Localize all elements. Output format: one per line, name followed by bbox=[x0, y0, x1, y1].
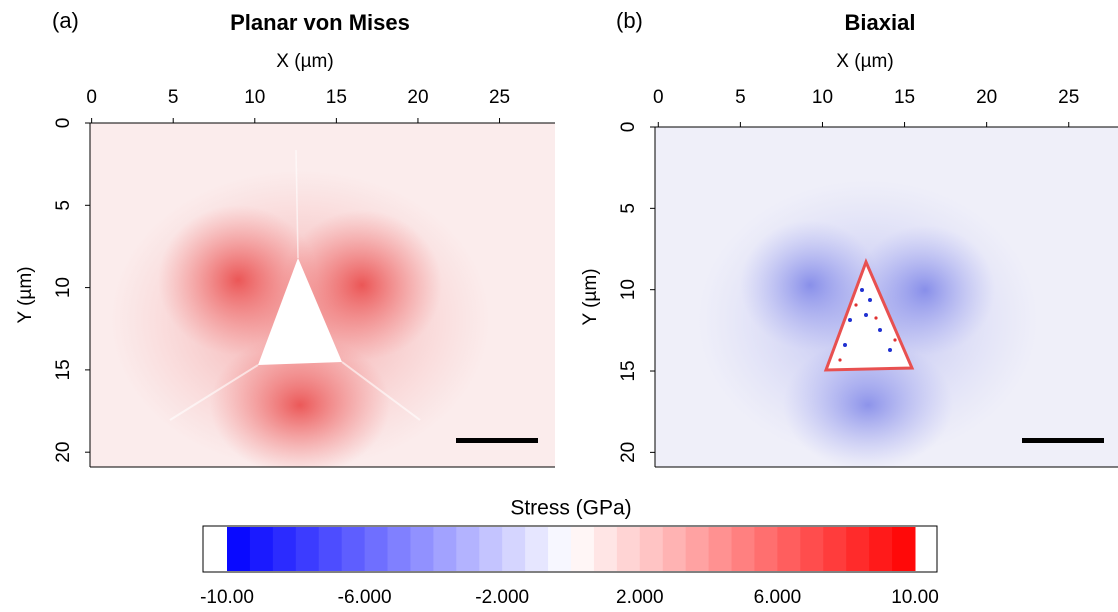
y-tick-label: 15 bbox=[618, 360, 639, 381]
x-tick-label: 20 bbox=[976, 87, 997, 108]
chart-title: Planar von Mises bbox=[230, 10, 410, 35]
colorbar-step bbox=[318, 527, 343, 571]
heatmap-image bbox=[90, 123, 555, 467]
y-tick-label: 20 bbox=[618, 442, 639, 463]
colorbar-step bbox=[892, 527, 916, 571]
colorbar-step bbox=[227, 527, 251, 571]
colorbar-step bbox=[410, 527, 434, 571]
y-axis-label: Y (µm) bbox=[15, 266, 36, 323]
colorbar-step bbox=[846, 527, 870, 571]
y-axis-label: Y (µm) bbox=[580, 268, 601, 325]
colorbar-step bbox=[341, 527, 366, 571]
colorbar-step bbox=[364, 527, 389, 571]
colorbar-tick-label: 10.00 bbox=[891, 587, 939, 608]
colorbar-step bbox=[593, 527, 618, 571]
y-tick-label: 5 bbox=[53, 200, 74, 211]
x-axis-label: X (µm) bbox=[836, 51, 893, 72]
colorbar-tick-label: 2.000 bbox=[616, 587, 664, 608]
colorbar-step bbox=[387, 527, 411, 571]
colorbar-step bbox=[685, 527, 710, 571]
colorbar-step bbox=[777, 527, 801, 571]
colorbar-step bbox=[662, 527, 687, 571]
panel-label: (b) bbox=[616, 8, 643, 33]
colorbar-step bbox=[823, 527, 847, 571]
x-tick-label: 5 bbox=[168, 87, 179, 108]
colorbar-step bbox=[456, 527, 480, 571]
colorbar-step bbox=[616, 527, 641, 571]
heatmap-image bbox=[655, 127, 1118, 467]
colorbar-tick-label: 6.000 bbox=[754, 587, 802, 608]
colorbar-step bbox=[708, 527, 733, 571]
y-tick-label: 10 bbox=[618, 279, 639, 300]
y-tick-label: 5 bbox=[618, 203, 639, 214]
colorbar-tick-label: -6.000 bbox=[338, 587, 392, 608]
colorbar-step bbox=[571, 527, 595, 571]
colorbar-step bbox=[502, 527, 526, 571]
x-tick-label: 0 bbox=[86, 87, 97, 108]
x-tick-label: 10 bbox=[244, 87, 265, 108]
y-tick-label: 0 bbox=[618, 122, 639, 133]
panel-label: (a) bbox=[52, 8, 79, 33]
colorbar-step bbox=[754, 527, 778, 571]
colorbar-step bbox=[433, 527, 457, 571]
colorbar-tick-label: -2.000 bbox=[475, 587, 529, 608]
x-tick-label: 15 bbox=[326, 87, 347, 108]
x-tick-label: 20 bbox=[407, 87, 428, 108]
colorbar-step bbox=[525, 527, 549, 571]
colorbar-step bbox=[800, 527, 824, 571]
y-tick-label: 0 bbox=[53, 118, 74, 129]
x-tick-label: 25 bbox=[1058, 87, 1079, 108]
chart-title: Biaxial bbox=[845, 10, 916, 35]
y-tick-label: 15 bbox=[53, 359, 74, 380]
y-tick-label: 10 bbox=[53, 277, 74, 298]
x-tick-label: 25 bbox=[489, 87, 510, 108]
x-tick-label: 5 bbox=[735, 87, 746, 108]
colorbar-step bbox=[869, 527, 893, 571]
colorbar-step bbox=[548, 527, 572, 571]
colorbar-tick-label: -10.00 bbox=[200, 587, 254, 608]
x-axis-label: X (µm) bbox=[276, 51, 333, 72]
x-tick-label: 15 bbox=[894, 87, 915, 108]
colorbar-step bbox=[249, 527, 274, 571]
colorbar-title: Stress (GPa) bbox=[510, 497, 631, 520]
colorbar-step bbox=[295, 527, 320, 571]
colorbar-step bbox=[479, 527, 503, 571]
x-tick-label: 0 bbox=[653, 87, 664, 108]
colorbar-step bbox=[639, 527, 664, 571]
x-tick-label: 10 bbox=[812, 87, 833, 108]
colorbar-step bbox=[272, 527, 297, 571]
y-tick-label: 20 bbox=[53, 442, 74, 463]
colorbar-step bbox=[731, 527, 755, 571]
